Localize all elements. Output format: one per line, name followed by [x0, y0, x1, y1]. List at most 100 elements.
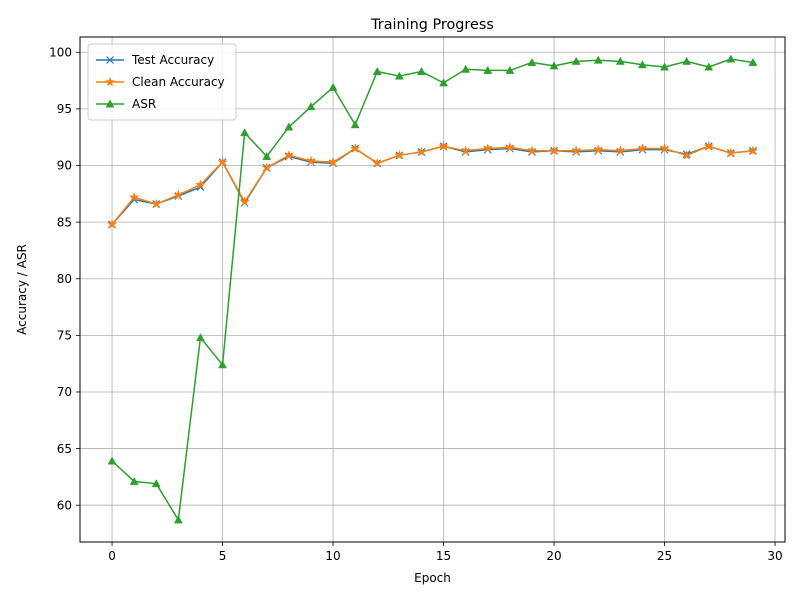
y-tick-label: 80: [57, 272, 72, 286]
series-clean-accuracy: [106, 140, 759, 229]
y-tick-label: 100: [49, 45, 72, 59]
data-point: [748, 57, 758, 66]
legend-box: [87, 43, 237, 121]
data-point: [262, 151, 272, 160]
y-tick-label: 85: [57, 215, 72, 229]
series-line: [111, 145, 754, 225]
data-point: [218, 360, 227, 369]
data-point: [217, 156, 228, 167]
data-point: [527, 57, 537, 66]
data-point: [372, 157, 383, 168]
data-point: [151, 479, 161, 488]
y-axis-title: Accuracy / ASR: [15, 244, 29, 335]
data-point: [461, 64, 471, 73]
data-point: [726, 54, 736, 63]
x-tick-label: 0: [108, 549, 116, 563]
data-point: [615, 56, 625, 65]
data-point: [703, 140, 714, 151]
data-point: [173, 189, 184, 200]
chart-title: Training Progress: [370, 17, 494, 33]
data-point: [593, 55, 603, 64]
data-point: [747, 145, 759, 156]
legend-marker: [104, 76, 116, 87]
y-tick-label: 90: [57, 159, 72, 173]
data-point: [240, 128, 250, 137]
data-point: [681, 149, 692, 160]
legend: Test Accuracy Clean Accuracy ASR: [87, 43, 237, 121]
axis-ticks: 0 5 10 15 20 25 30 60 65 70 75 80 85 90 95 100: [49, 45, 783, 563]
data-point: [283, 149, 294, 160]
data-point: [659, 143, 670, 153]
x-tick-label: 30: [767, 549, 782, 563]
series-asr: [107, 54, 758, 524]
data-point: [548, 145, 560, 156]
data-point: [261, 162, 272, 173]
legend-item: Test Accuracy: [96, 53, 214, 67]
data-point: [196, 333, 205, 342]
y-tick-label: 75: [57, 329, 72, 343]
x-tick-label: 5: [219, 549, 227, 563]
series-line: [111, 58, 754, 521]
plot-frame: [79, 36, 786, 543]
x-tick-label: 25: [657, 549, 672, 563]
data-point: [350, 120, 360, 129]
data-point: [327, 156, 339, 167]
data-point: [660, 62, 669, 71]
data-point: [593, 144, 604, 154]
y-tick-label: 95: [57, 102, 72, 116]
data-point: [107, 456, 117, 465]
series-test-accuracy: [108, 142, 757, 229]
x-tick-label: 10: [325, 549, 340, 563]
data-point: [151, 198, 162, 209]
data-point: [482, 143, 493, 153]
data-point: [394, 149, 405, 160]
legend-item: ASR: [96, 97, 156, 111]
x-axis-title: Epoch: [414, 571, 451, 585]
data-point: [417, 67, 426, 75]
y-tick-label: 60: [57, 498, 72, 512]
data-point: [571, 145, 582, 156]
data-point: [195, 179, 206, 190]
data-point: [129, 476, 139, 485]
data-point: [239, 196, 250, 207]
data-point: [571, 56, 581, 65]
data-point: [637, 143, 648, 153]
y-tick-label: 65: [57, 442, 72, 456]
data-point: [372, 67, 382, 75]
data-point: [394, 71, 404, 80]
grid: [80, 37, 785, 542]
data-point: [284, 122, 294, 131]
data-point: [682, 56, 692, 65]
legend-label: Test Accuracy: [131, 53, 214, 67]
data-point: [129, 191, 140, 202]
series-lines: [106, 54, 759, 524]
legend-label: ASR: [132, 97, 156, 111]
data-point: [328, 82, 338, 91]
data-point: [504, 142, 515, 152]
data-point: [638, 60, 647, 69]
series-line: [111, 145, 754, 225]
legend-item: Clean Accuracy: [96, 75, 225, 89]
data-point: [460, 145, 471, 156]
legend-marker: [105, 99, 115, 108]
data-point: [483, 65, 493, 74]
data-point: [526, 145, 538, 156]
legend-label: Clean Accuracy: [132, 75, 225, 89]
data-point: [704, 62, 714, 71]
data-point: [416, 146, 427, 157]
data-point: [438, 140, 449, 151]
data-point: [306, 102, 316, 111]
data-point: [350, 143, 361, 153]
data-point: [106, 219, 118, 229]
legend-marker: [106, 56, 114, 64]
x-tick-label: 20: [546, 549, 561, 563]
y-tick-label: 70: [57, 385, 72, 399]
data-point: [725, 147, 736, 158]
x-tick-label: 15: [436, 549, 451, 563]
data-point: [305, 155, 317, 166]
data-point: [505, 65, 515, 74]
data-point: [439, 78, 448, 87]
data-point: [549, 61, 559, 70]
data-point: [173, 515, 183, 524]
